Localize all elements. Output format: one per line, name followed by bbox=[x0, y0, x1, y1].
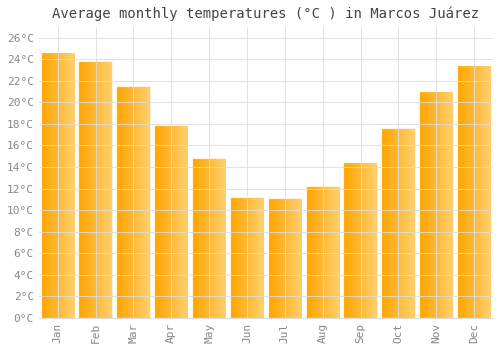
Bar bbox=[80, 62, 112, 318]
Bar bbox=[382, 129, 414, 318]
Bar bbox=[458, 67, 490, 318]
Bar bbox=[344, 164, 376, 318]
Bar bbox=[269, 199, 301, 318]
Bar bbox=[306, 188, 339, 318]
Bar bbox=[42, 54, 74, 318]
Bar bbox=[193, 159, 225, 318]
Bar bbox=[155, 126, 188, 318]
Bar bbox=[420, 92, 452, 318]
Title: Average monthly temperatures (°C ) in Marcos Juárez: Average monthly temperatures (°C ) in Ma… bbox=[52, 7, 480, 21]
Bar bbox=[118, 87, 150, 318]
Bar bbox=[231, 198, 263, 318]
